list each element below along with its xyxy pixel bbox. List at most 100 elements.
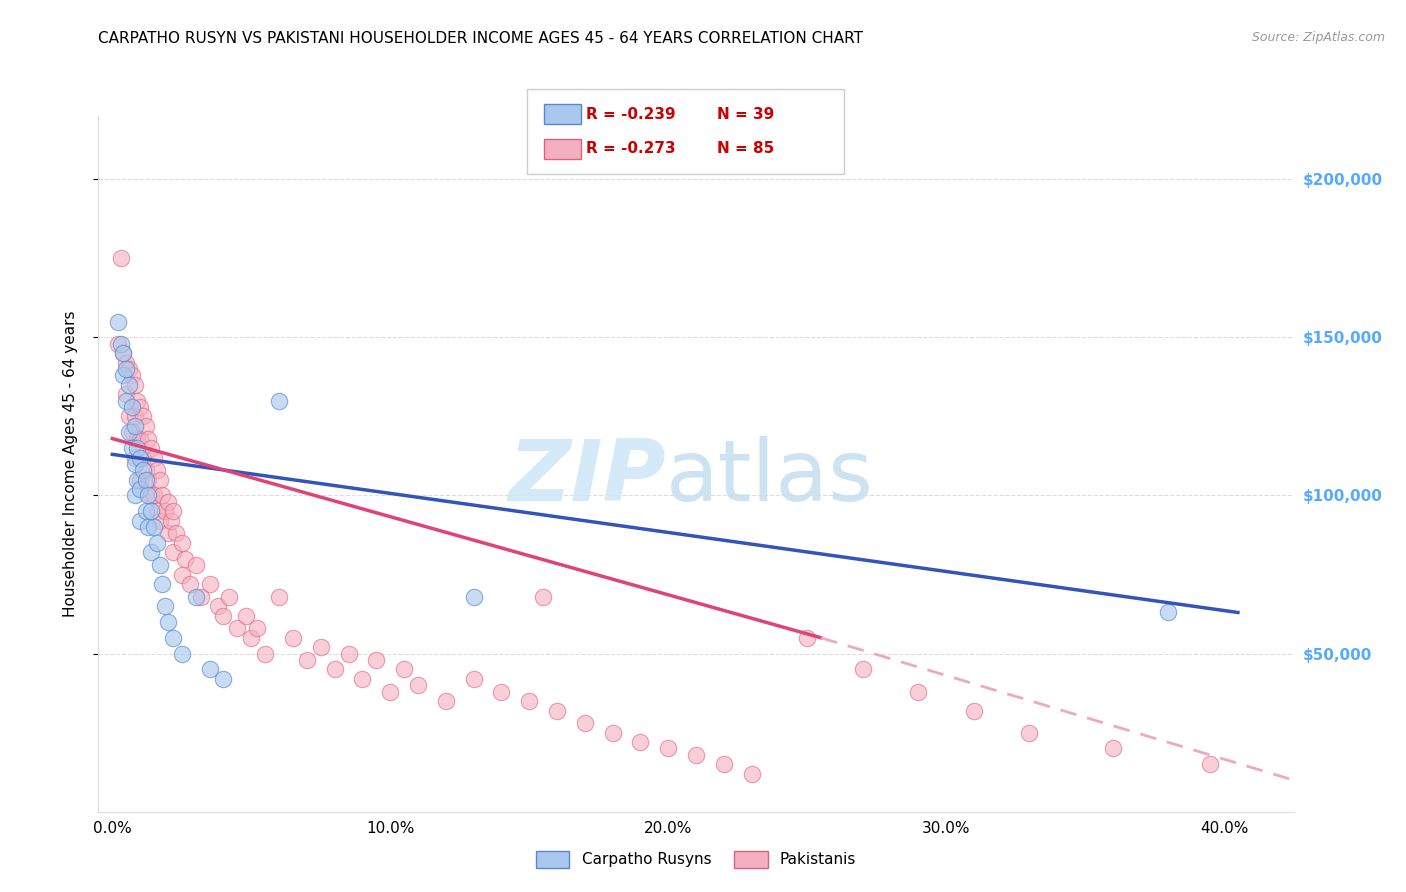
Y-axis label: Householder Income Ages 45 - 64 years: Householder Income Ages 45 - 64 years (63, 310, 77, 617)
Point (115, 362, 138, 376)
Point (148, 473, 170, 487)
Point (463, 590, 485, 604)
Point (115, 356, 138, 370)
Point (153, 599, 176, 614)
Point (235, 608, 257, 623)
Point (129, 482, 152, 496)
Point (162, 631, 184, 645)
Legend: Carpatho Rusyns, Pakistanis: Carpatho Rusyns, Pakistanis (530, 845, 862, 873)
Point (146, 536, 169, 550)
Point (713, 757, 735, 772)
Point (352, 672, 374, 686)
Point (366, 653, 388, 667)
Point (112, 368, 135, 383)
Point (170, 647, 193, 661)
Point (138, 520, 160, 534)
Point (118, 409, 141, 424)
Point (212, 608, 235, 623)
Text: R = -0.273: R = -0.273 (586, 142, 676, 156)
Point (491, 684, 513, 698)
Point (406, 678, 429, 692)
Point (226, 621, 249, 635)
Point (127, 393, 149, 408)
Point (129, 432, 152, 446)
Point (121, 400, 143, 414)
Point (685, 747, 707, 762)
Text: Source: ZipAtlas.com: Source: ZipAtlas.com (1251, 31, 1385, 45)
Point (165, 526, 187, 541)
Point (198, 577, 221, 591)
Text: R = -0.239: R = -0.239 (586, 107, 676, 121)
Point (110, 252, 132, 266)
Point (143, 488, 166, 502)
Point (107, 314, 129, 328)
Point (127, 473, 149, 487)
Point (309, 640, 332, 655)
Point (129, 400, 152, 414)
Point (1199, 757, 1222, 772)
Point (323, 662, 346, 676)
Point (184, 558, 207, 572)
Point (132, 409, 155, 424)
Point (135, 473, 157, 487)
Text: N = 85: N = 85 (717, 142, 775, 156)
Point (141, 545, 163, 559)
Point (156, 495, 179, 509)
Text: ZIP: ZIP (509, 436, 666, 519)
Point (124, 488, 146, 502)
Point (546, 704, 568, 718)
Point (1018, 725, 1040, 739)
Point (170, 536, 193, 550)
Point (212, 672, 235, 686)
Point (138, 473, 160, 487)
Point (392, 662, 415, 676)
Point (159, 514, 181, 528)
Point (852, 662, 875, 676)
Point (657, 741, 679, 756)
Point (463, 672, 485, 686)
Point (121, 368, 143, 383)
Point (148, 514, 170, 528)
Point (135, 418, 157, 433)
Point (143, 450, 166, 465)
Point (150, 577, 173, 591)
Point (198, 662, 221, 676)
Point (141, 504, 163, 518)
Point (146, 463, 169, 477)
Point (240, 631, 263, 645)
Point (124, 450, 146, 465)
Point (796, 631, 818, 645)
Point (267, 590, 290, 604)
Point (170, 567, 193, 582)
Point (141, 488, 163, 502)
Point (628, 735, 651, 749)
Point (337, 647, 360, 661)
Point (129, 473, 152, 487)
Point (179, 577, 201, 591)
Point (132, 450, 155, 465)
Point (434, 694, 457, 708)
Point (107, 336, 129, 351)
Point (124, 409, 146, 424)
Point (254, 647, 277, 661)
Point (135, 463, 157, 477)
Point (380, 684, 402, 698)
Point (118, 425, 141, 440)
Point (517, 694, 540, 708)
Point (135, 504, 157, 518)
Point (907, 684, 929, 698)
Point (115, 393, 138, 408)
Point (118, 377, 141, 392)
Point (153, 504, 176, 518)
Point (112, 346, 135, 360)
Point (207, 599, 229, 614)
Point (574, 716, 596, 731)
Point (148, 558, 170, 572)
Point (129, 450, 152, 465)
Point (246, 621, 269, 635)
Point (143, 520, 166, 534)
Point (267, 393, 290, 408)
Point (112, 346, 135, 360)
Point (141, 441, 163, 455)
Text: N = 39: N = 39 (717, 107, 775, 121)
